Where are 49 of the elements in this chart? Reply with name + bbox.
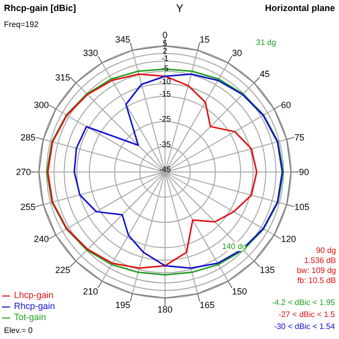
spoke-label: 165 (200, 300, 215, 310)
chart-subtitle: Horizontal plane (264, 3, 335, 13)
text: -27 < dBic < 1.5 (278, 310, 335, 319)
y-tick-label: -10 (159, 76, 172, 86)
y-tick-label: -45 (159, 165, 172, 174)
spoke-label: 285 (20, 132, 36, 143)
spoke-label: 300 (34, 100, 49, 110)
y-tick-label: -1 (161, 54, 170, 64)
spoke-label: 135 (260, 265, 275, 276)
text: 31 dg (256, 38, 276, 47)
chart-title: Rhcp-gain [dBic] (4, 3, 76, 13)
spoke-label: 60 (281, 100, 292, 110)
text: bw: 109 dg (296, 266, 336, 275)
spoke-label: 315 (55, 72, 70, 82)
spoke-label: 255 (20, 202, 36, 212)
legend-label: Rhcp-gain (14, 301, 56, 311)
y-tick-label: -15 (159, 89, 172, 98)
spoke-label: 210 (82, 286, 98, 296)
y-tick-label: -35 (159, 140, 172, 149)
spoke-label: 345 (115, 34, 130, 45)
legend-label: Lhcp-gain (14, 290, 54, 300)
spoke-label: 75 (294, 132, 304, 143)
spoke-label: 330 (82, 48, 98, 58)
spoke-label: 195 (115, 300, 130, 310)
text: -30 < dBic < 1.54 (274, 322, 335, 331)
spoke-label: 90 (299, 167, 310, 178)
spoke-label: 45 (260, 69, 270, 80)
spoke-label: 240 (34, 234, 49, 244)
legend-label: Tot-gain (14, 312, 46, 322)
text: Freq=192 (4, 20, 38, 29)
spoke-label: 150 (232, 286, 248, 296)
spoke-label: 225 (55, 265, 70, 276)
spoke-label: 15 (200, 34, 210, 45)
text: Elev.= 0 (4, 326, 33, 335)
text: Y (176, 3, 184, 15)
text: 90 dg (316, 246, 336, 255)
spoke-label: 105 (294, 202, 310, 212)
spoke-label: 180 (157, 304, 173, 314)
spoke-label: 0 (162, 30, 168, 40)
y-tick-label: -25 (159, 114, 172, 124)
y-tick-label: 2 (162, 46, 168, 56)
text: fb: 10.5 dB (297, 276, 336, 285)
spoke-label: 270 (16, 167, 31, 178)
text: 1.536 dB (304, 256, 336, 265)
y-tick-label: 5 (162, 39, 168, 48)
spoke-label: 30 (232, 48, 242, 58)
text: 140 dg (222, 242, 246, 251)
text: -4.2 < dBic < 1.95 (272, 298, 335, 307)
spoke-label: 120 (281, 234, 296, 244)
